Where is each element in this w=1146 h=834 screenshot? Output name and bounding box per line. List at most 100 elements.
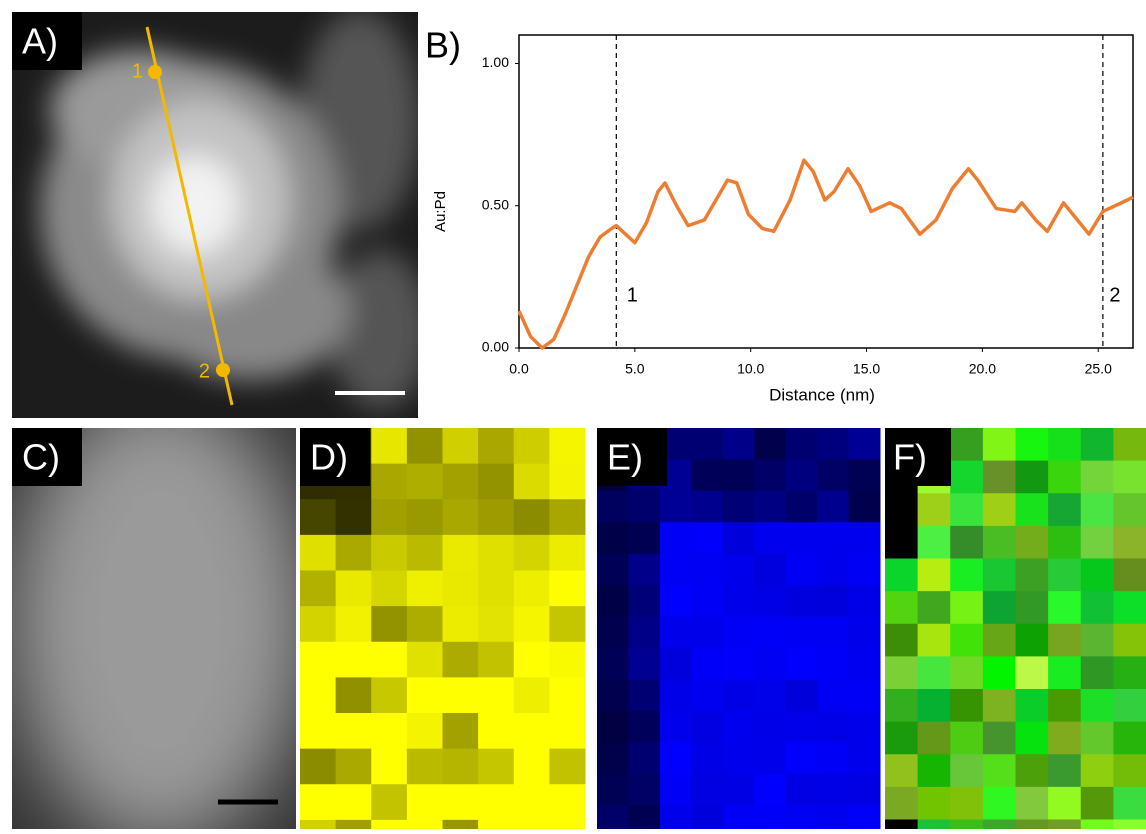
map-pixel [1048,428,1082,462]
map-pixel [982,819,1016,834]
map-pixel [982,786,1016,820]
map-pixel [950,721,984,755]
map-pixel [659,616,692,649]
point-label: 2 [199,360,210,382]
map-pixel [1080,493,1114,527]
map-pixel [848,616,881,649]
map-pixel [950,819,984,834]
map-pixel [754,805,787,834]
map-pixel [549,748,586,785]
map-pixel [300,713,337,750]
map-pixel [785,459,818,492]
map-pixel [300,499,337,536]
maps [300,428,1146,834]
map-pixel [628,805,661,834]
map-pixel [1015,460,1049,494]
map-pixel [722,773,755,806]
map-pixel [1113,558,1146,592]
map-pixel [785,616,818,649]
map-pixel [950,428,984,462]
map-pixel [785,585,818,618]
panel-label: B) [425,25,461,66]
map-pixel [950,591,984,625]
map-pixel [597,490,629,523]
map-pixel [1015,558,1049,592]
map-pixel [335,641,372,678]
map-pixel [1113,786,1146,820]
panel-label: A) [22,21,58,62]
label-box [12,12,82,70]
map-pixel [848,742,881,775]
map-pixel [754,553,787,586]
map-pixel [300,606,337,643]
map-pixel [722,616,755,649]
map-pixel [549,713,586,750]
map-pixel [1113,689,1146,723]
map-pixel [1113,591,1146,625]
map-pixel [335,570,372,607]
map-pixel [597,773,629,806]
map-pixel [628,553,661,586]
map-pixel [982,754,1016,788]
map-pixel [442,428,479,465]
map-pixel [597,648,629,681]
map-pixel [371,570,408,607]
map-pixel [335,606,372,643]
map-pixel [1048,460,1082,494]
map-pixel [982,591,1016,625]
map-pixel [549,677,586,714]
map-pixel [628,616,661,649]
map-pixel [406,499,443,536]
map-pixel [817,522,850,555]
map-pixel [371,499,408,536]
map-pixel [335,499,372,536]
map-pixel [406,677,443,714]
map-pixel [478,641,515,678]
map-pixel [300,677,337,714]
map-pixel [785,648,818,681]
map-pixel [478,748,515,785]
map-pixel [597,585,629,618]
map-pixel [478,534,515,571]
map-pixel [722,648,755,681]
profile-line [145,26,234,406]
map-pixel [300,570,337,607]
map-pixel [982,460,1016,494]
map-pixel [371,534,408,571]
map-pixel [478,570,515,607]
map-pixel [406,784,443,821]
map-pixel [371,428,408,465]
map-pixel [754,773,787,806]
point [216,363,230,377]
map-pixel [1080,428,1114,462]
map-pixel [1113,525,1146,559]
map-pixel [722,490,755,523]
panel-label: E) [607,437,643,478]
map-pixel [659,648,692,681]
map-pixel [1015,525,1049,559]
map-pixel [442,570,479,607]
map-pixel [754,428,787,460]
map-pixel [982,493,1016,527]
map-pixel [848,585,881,618]
map-pixel [597,522,629,555]
map-pixel [478,819,515,834]
map-pixel [442,748,479,785]
map-pixel [478,606,515,643]
map-pixel [691,585,724,618]
map-pixel [371,713,408,750]
map-pixel [885,623,919,657]
map-pixel [754,679,787,712]
map-pixel [659,773,692,806]
map-pixel [917,656,951,690]
map-pixel [817,428,850,460]
map-pixel [442,606,479,643]
map-pixel [848,679,881,712]
map-pixel [1048,819,1082,834]
map-pixel [817,459,850,492]
map-pixel [371,819,408,834]
map-pixel [442,463,479,500]
panel-c-image [12,428,296,829]
label-box [300,428,370,486]
map-pixel [513,819,550,834]
